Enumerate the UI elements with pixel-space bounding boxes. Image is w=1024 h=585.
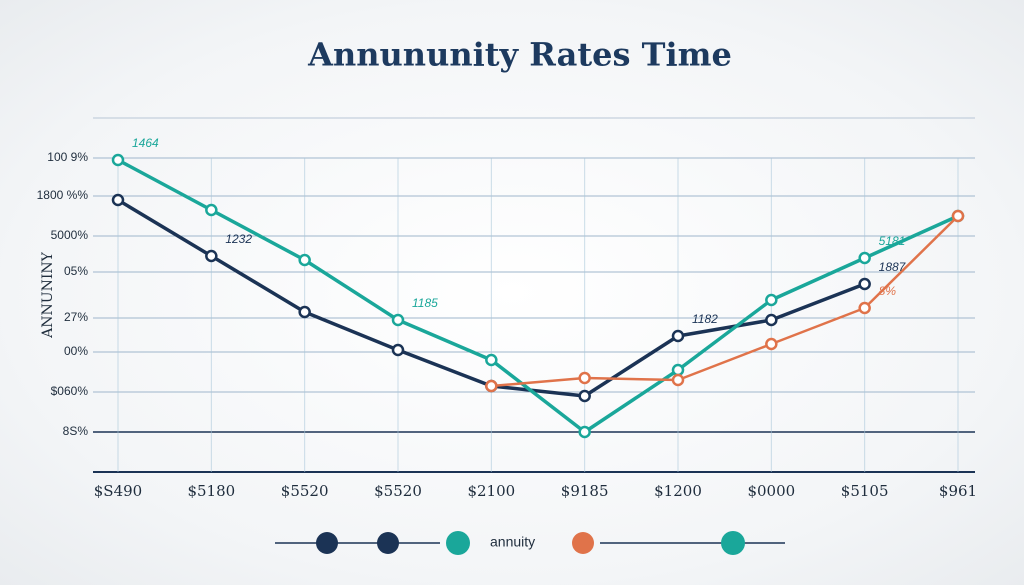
series-line	[491, 215, 959, 388]
legend-dot	[316, 532, 338, 554]
x-tick-label: $S490	[94, 482, 142, 500]
legend-label: annuity	[490, 534, 535, 550]
x-tick-label: $0000	[747, 482, 795, 500]
annotation: 8%	[879, 284, 897, 298]
x-tick-label: $5520	[374, 482, 422, 500]
data-point	[298, 253, 311, 267]
y-tick-label: 5000%	[51, 228, 89, 242]
data-point	[298, 305, 311, 319]
data-point	[578, 425, 591, 439]
x-tick-label: $1200	[654, 482, 702, 500]
x-tick-label: $2100	[467, 482, 515, 500]
annotation: 1464	[132, 136, 159, 150]
legend-dot	[572, 532, 594, 554]
data-point	[485, 353, 498, 367]
data-point	[205, 249, 218, 263]
data-point	[671, 329, 685, 343]
x-tick-label: $961	[939, 482, 977, 500]
chart-title: Annununity Rates Time	[307, 36, 732, 74]
data-point	[111, 193, 125, 207]
annotation: 1182	[692, 312, 718, 326]
data-point	[578, 389, 591, 403]
data-point	[391, 343, 405, 357]
x-tick-label: $9185	[561, 482, 609, 500]
data-point	[671, 373, 685, 387]
data-point	[858, 251, 871, 265]
y-tick-label: 05%	[64, 264, 88, 278]
x-tick-label: $5105	[841, 482, 889, 500]
data-point	[765, 337, 778, 351]
legend-dot	[377, 532, 399, 554]
data-point	[391, 313, 405, 327]
data-point	[111, 153, 125, 167]
y-tick-label: 1800 %%	[37, 188, 89, 202]
annotation: 1887	[879, 260, 907, 274]
y-tick-label: 00%	[64, 344, 88, 358]
x-tick-label: $5520	[281, 482, 329, 500]
data-point	[485, 379, 498, 393]
series-line	[117, 158, 959, 434]
y-tick-label: 100 9%	[47, 150, 88, 164]
y-tick-label: 27%	[64, 310, 88, 324]
data-point	[205, 203, 218, 217]
legend-dot	[446, 531, 470, 555]
annotation: 1185	[412, 296, 438, 310]
data-point	[578, 371, 591, 385]
y-tick-label: $060%	[51, 384, 89, 398]
data-point	[765, 313, 778, 327]
data-point	[671, 363, 685, 377]
legend-dot	[721, 531, 745, 555]
y-axis-label: ANNUNINY	[40, 251, 56, 338]
data-point	[858, 277, 871, 291]
data-point	[951, 209, 965, 223]
y-tick-label: 8S%	[63, 424, 89, 438]
data-point	[858, 301, 871, 315]
annotation: 5181	[879, 234, 906, 248]
data-point	[765, 293, 778, 307]
annotation: 1232	[225, 232, 252, 246]
x-tick-label: $5180	[187, 482, 235, 500]
